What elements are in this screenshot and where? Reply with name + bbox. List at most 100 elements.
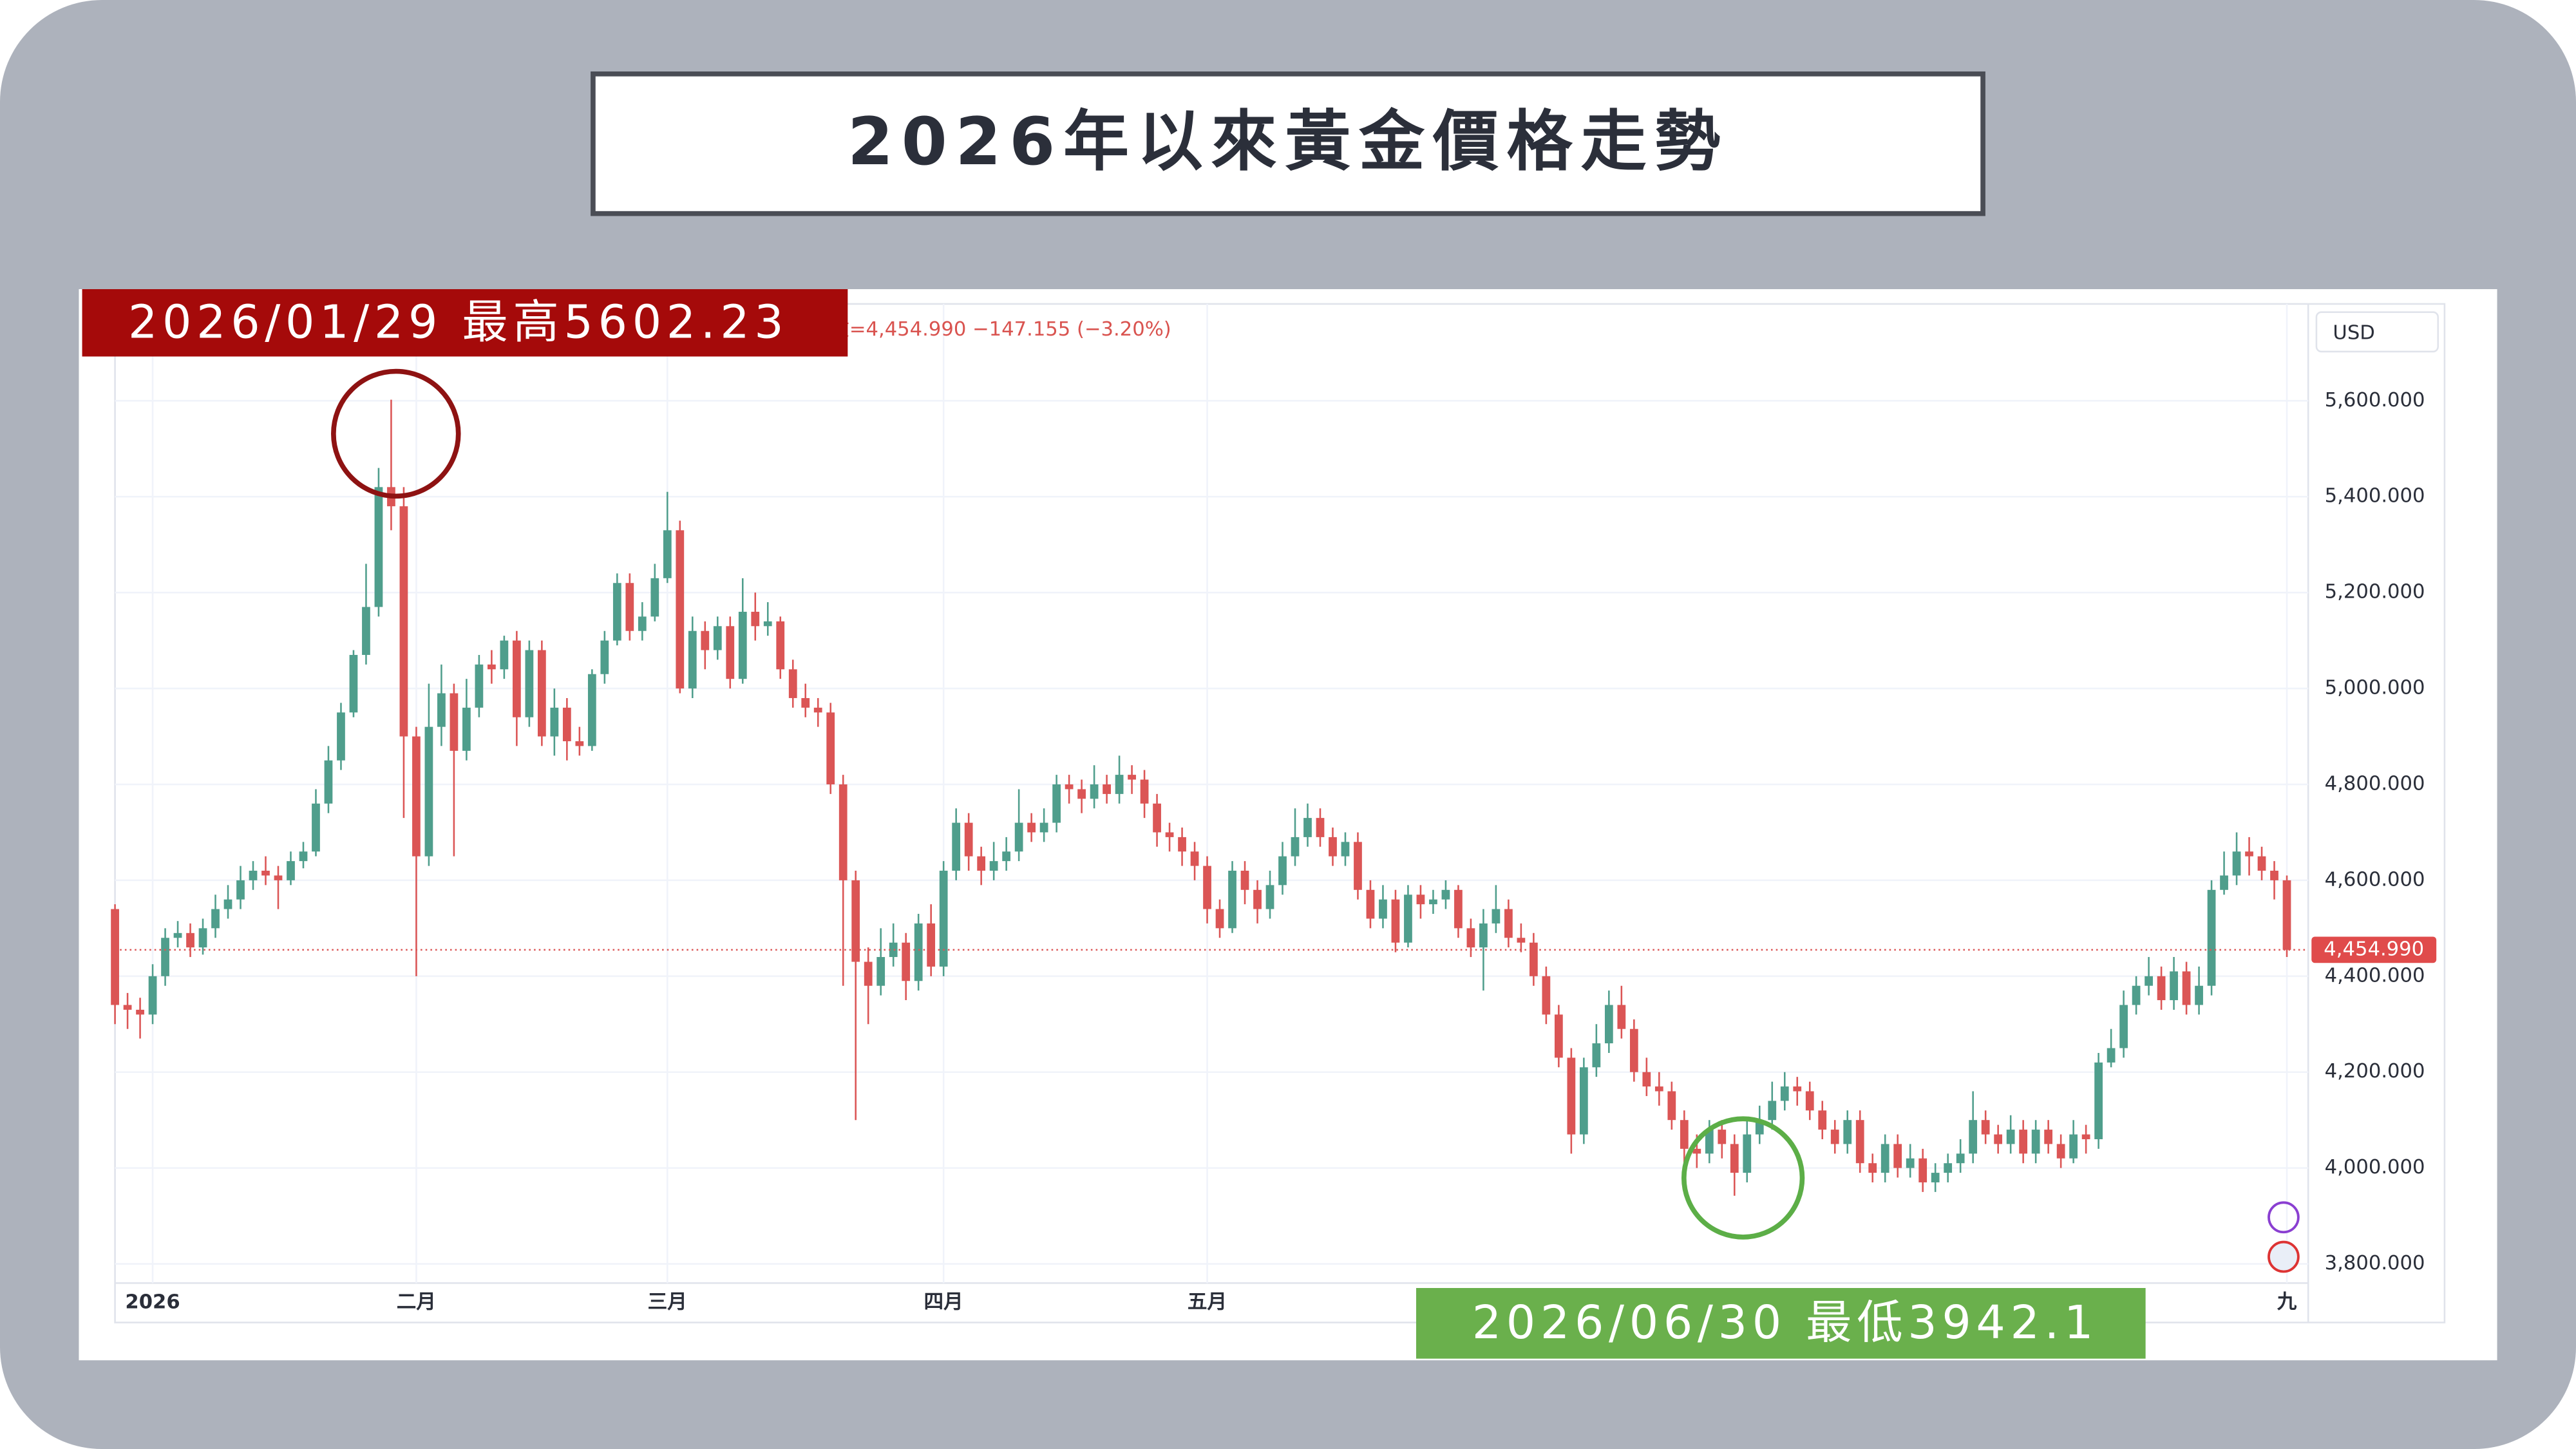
- candle-body: [1542, 976, 1551, 1015]
- candle-body: [763, 621, 772, 627]
- candle-body: [1692, 1148, 1701, 1154]
- candle-body: [914, 923, 923, 981]
- candle-body: [1090, 784, 1099, 799]
- candle-body: [2107, 1048, 2116, 1063]
- candle-body: [1893, 1144, 1902, 1168]
- y-tick-label: 5,200.000: [2325, 581, 2425, 603]
- candle-body: [1404, 895, 1412, 943]
- x-tick-label: 五月: [1188, 1291, 1227, 1313]
- candle-body: [525, 650, 534, 717]
- candle-body: [1517, 938, 1526, 943]
- candle-body: [1780, 1086, 1789, 1101]
- candle-body: [1830, 1130, 1839, 1144]
- candle-body: [1667, 1091, 1676, 1121]
- candle-body: [1203, 866, 1211, 909]
- candle-body: [362, 607, 370, 655]
- candle-body: [1604, 1005, 1613, 1044]
- high-banner: [82, 289, 848, 357]
- title-box: [591, 71, 1985, 216]
- low-circle: [1681, 1116, 1805, 1240]
- candle-body: [1165, 832, 1174, 837]
- x-tick-label: 二月: [397, 1291, 436, 1313]
- candle-body: [650, 578, 659, 617]
- candle-body: [663, 530, 672, 578]
- candle-body: [211, 909, 220, 929]
- candle-body: [1153, 803, 1161, 833]
- candle-body: [2006, 1130, 2015, 1144]
- candle-body: [726, 626, 735, 679]
- candle-body: [198, 928, 207, 948]
- candle-body: [462, 707, 471, 751]
- candle-body: [1617, 1005, 1626, 1029]
- candle-body: [1730, 1144, 1739, 1173]
- candle-body: [977, 856, 986, 871]
- candle-body: [349, 654, 358, 713]
- x-tick-label: 九: [2277, 1291, 2297, 1313]
- candle-body: [838, 784, 848, 880]
- candle-body: [1291, 837, 1300, 857]
- candle-body: [701, 630, 710, 650]
- candle-body: [851, 880, 860, 962]
- x-tick-label: 四月: [924, 1291, 963, 1313]
- plot-frame: [114, 303, 2446, 1323]
- candle-body: [1818, 1110, 1827, 1130]
- candle-body: [612, 583, 621, 641]
- candle-body: [1354, 842, 1362, 890]
- candle-body: [1077, 789, 1086, 799]
- candle-body: [1429, 899, 1437, 905]
- candle-body: [1391, 899, 1400, 943]
- currency-box: [2315, 311, 2439, 353]
- currency: USD: [2333, 321, 2374, 344]
- candle-body: [1768, 1101, 1777, 1121]
- candle-body: [2119, 1005, 2128, 1048]
- candle-body: [1705, 1130, 1714, 1154]
- candle-body: [111, 909, 119, 1005]
- candle-body: [1278, 856, 1287, 886]
- candle-body: [1654, 1086, 1663, 1092]
- candle-body: [902, 942, 911, 981]
- candle-body: [2157, 976, 2166, 1001]
- candle-body: [2245, 851, 2253, 857]
- candle-body: [1265, 885, 1274, 909]
- candle-body: [1868, 1163, 1877, 1173]
- last-price-box: [2311, 936, 2437, 963]
- candle-body: [136, 1009, 144, 1015]
- candle-body: [1530, 942, 1538, 976]
- candle-body: [1981, 1120, 1990, 1135]
- candle-body: [688, 630, 697, 689]
- candle-body: [437, 693, 446, 727]
- candle-body: [751, 611, 760, 627]
- y-tick-label: 4,200.000: [2325, 1060, 2425, 1083]
- candle-body: [1629, 1028, 1638, 1072]
- candle-body: [638, 616, 647, 631]
- chart-panel: [79, 289, 2497, 1361]
- candle-body: [1065, 784, 1074, 790]
- candle-body: [1843, 1120, 1852, 1144]
- candle-body: [1190, 851, 1199, 866]
- candle-body: [713, 626, 722, 650]
- candle-body: [1253, 889, 1262, 909]
- candle-body: [324, 760, 333, 804]
- candle-body: [989, 861, 998, 871]
- y-tick-label: 4,400.000: [2325, 964, 2425, 987]
- candle-body: [475, 664, 484, 708]
- candle-body: [1240, 871, 1249, 890]
- candle-body: [889, 942, 898, 958]
- candle-body: [2170, 971, 2178, 1001]
- candle-body: [299, 851, 308, 862]
- candle-body: [173, 933, 182, 938]
- candle-body: [2094, 1062, 2103, 1139]
- candle-body: [249, 871, 258, 880]
- candle-body: [374, 487, 383, 607]
- candle-body: [2056, 1144, 2065, 1159]
- candle-body: [1128, 775, 1136, 780]
- candle-body: [261, 871, 270, 876]
- candle-body: [575, 741, 584, 746]
- candle-body: [1504, 909, 1513, 938]
- candle-body: [1592, 1043, 1601, 1068]
- candle-body: [1441, 889, 1450, 900]
- candle-body: [287, 861, 295, 880]
- candle-body: [2044, 1130, 2053, 1144]
- candle-body: [2081, 1134, 2090, 1139]
